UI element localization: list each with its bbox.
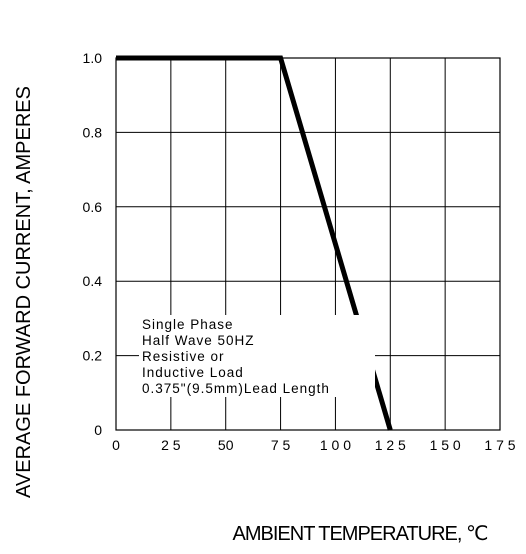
y-tick-label: 0.2 (83, 348, 103, 364)
x-axis-label: AMBIENT TEMPERATURE, ℃ (233, 523, 488, 545)
y-axis-label: AVERAGE FORWARD CURRENT, AMPERES (13, 86, 35, 498)
x-tick-label: 0 (112, 437, 120, 453)
series-layer (116, 55, 393, 431)
x-tick-label: 7 5 (271, 437, 291, 453)
y-tick-label: 0.4 (83, 273, 103, 289)
y-tick-labels: 0 0.2 0.4 0.6 0.8 1.0 (83, 50, 103, 438)
x-tick-label: 1 0 0 (320, 437, 351, 453)
annotation-background (139, 315, 375, 397)
annotation-line: Single Phase (142, 317, 234, 332)
y-tick-label: 0 (94, 422, 102, 438)
y-tick-label: 0.8 (83, 124, 103, 140)
x-tick-label: 1 7 5 (484, 437, 515, 453)
x-tick-label: 1 2 5 (375, 437, 406, 453)
y-tick-label: 0.6 (83, 199, 103, 215)
annotation-line: Half Wave 50HZ (142, 333, 255, 348)
annotation-line: Inductive Load (142, 365, 244, 380)
annotation-line: Resistive or (142, 349, 225, 364)
plot-border (115, 57, 501, 431)
x-tick-labels: 0 2 5 50 7 5 1 0 0 1 2 5 1 5 0 1 7 5 (112, 437, 516, 453)
annotation-line: 0.375"(9.5mm)Lead Length (142, 381, 330, 396)
x-tick-label: 50 (218, 437, 234, 453)
x-tick-label: 2 5 (161, 437, 181, 453)
y-tick-label: 1.0 (83, 50, 103, 66)
plot-frame (115, 57, 501, 431)
series-line (116, 55, 393, 431)
x-tick-label: 1 5 0 (430, 437, 461, 453)
